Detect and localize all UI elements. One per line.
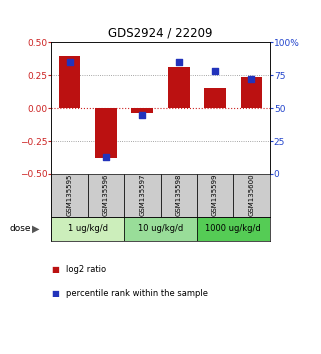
Bar: [95, 108, 117, 158]
Point: [249, 76, 254, 82]
Text: ▶: ▶: [31, 224, 39, 234]
Text: GSM135599: GSM135599: [212, 173, 218, 216]
Text: 1 ug/kg/d: 1 ug/kg/d: [68, 224, 108, 233]
Text: log2 ratio: log2 ratio: [66, 264, 106, 274]
Bar: [131, 108, 153, 113]
Bar: [124, 174, 160, 217]
Text: 10 ug/kg/d: 10 ug/kg/d: [138, 224, 183, 233]
Bar: [168, 68, 190, 108]
Point: [103, 154, 108, 160]
Bar: [233, 174, 270, 217]
Point: [213, 69, 218, 74]
Bar: [51, 217, 124, 241]
Text: GSM135600: GSM135600: [248, 173, 255, 216]
Text: GSM135598: GSM135598: [176, 173, 182, 216]
Text: ■: ■: [51, 264, 59, 274]
Text: dose: dose: [10, 224, 31, 233]
Point: [176, 59, 181, 65]
Text: GSM135597: GSM135597: [139, 173, 145, 216]
Bar: [197, 174, 233, 217]
Bar: [204, 88, 226, 108]
Text: percentile rank within the sample: percentile rank within the sample: [66, 289, 208, 298]
Text: GSM135595: GSM135595: [66, 173, 73, 216]
Point: [140, 112, 145, 118]
Point: [67, 59, 72, 65]
Bar: [51, 174, 88, 217]
Text: GDS2924 / 22209: GDS2924 / 22209: [108, 27, 213, 40]
Bar: [59, 56, 81, 108]
Bar: [240, 76, 262, 108]
Bar: [124, 217, 197, 241]
Bar: [197, 217, 270, 241]
Text: GSM135596: GSM135596: [103, 173, 109, 216]
Bar: [88, 174, 124, 217]
Text: 1000 ug/kg/d: 1000 ug/kg/d: [205, 224, 261, 233]
Bar: [160, 174, 197, 217]
Text: ■: ■: [51, 289, 59, 298]
